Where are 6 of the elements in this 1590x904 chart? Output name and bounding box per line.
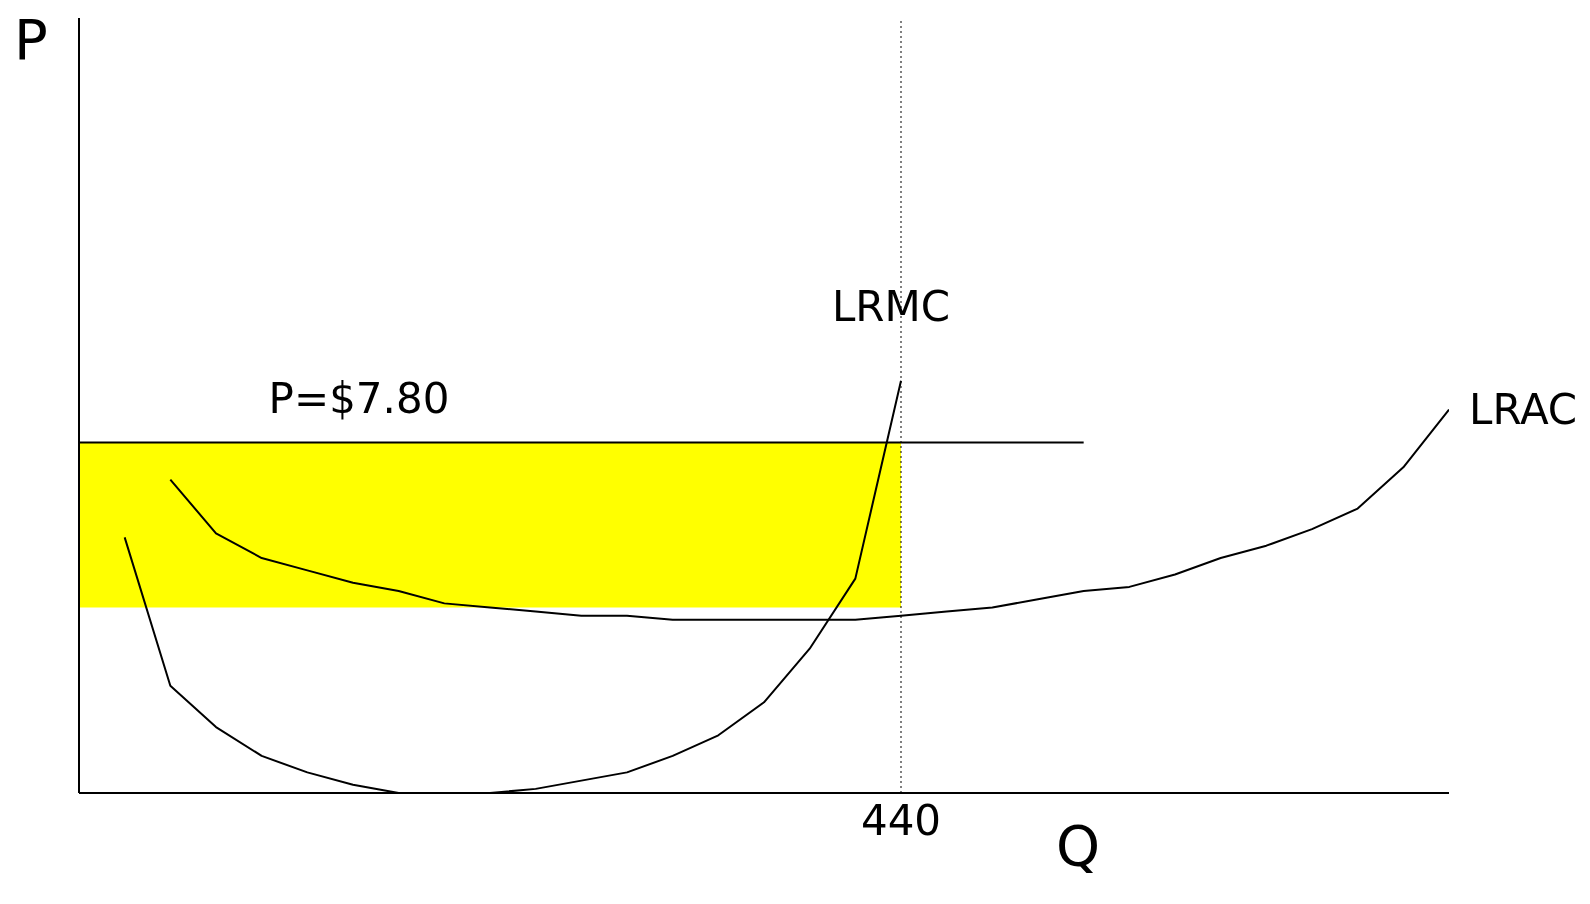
series-label: LRAC xyxy=(1469,384,1578,434)
series-label: P=$7.80 xyxy=(268,373,450,423)
text: 440 xyxy=(860,795,942,845)
text: Q xyxy=(1056,813,1101,878)
text: P xyxy=(14,7,48,72)
series-label: LRMC xyxy=(831,281,951,331)
